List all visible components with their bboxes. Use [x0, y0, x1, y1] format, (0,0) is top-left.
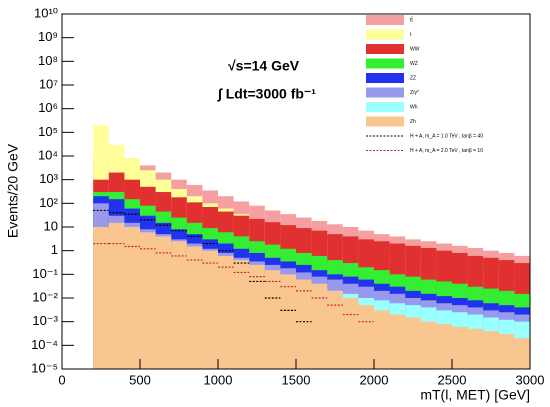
histogram-bar — [452, 326, 468, 369]
y-tick-label: 10⁷ — [39, 76, 58, 91]
histogram-bar — [202, 250, 218, 369]
y-tick-label: 10¹⁰ — [34, 5, 58, 20]
histogram-bar — [358, 305, 374, 369]
x-tick-label: 2000 — [360, 372, 389, 387]
y-tick-label: 10² — [39, 195, 58, 210]
legend-swatch — [366, 29, 404, 40]
y-tick-label: 10⁴ — [38, 147, 58, 162]
histogram-bar — [514, 338, 530, 369]
annotation: √s=14 GeV — [228, 58, 300, 74]
legend-label: tt̄ — [410, 17, 413, 24]
legend-label: Z/γ* — [410, 90, 419, 96]
x-tick-label: 1500 — [282, 372, 311, 387]
legend-swatch — [366, 116, 404, 127]
legend-swatch — [366, 102, 404, 112]
legend-swatch — [366, 15, 404, 25]
legend-label: Zh — [410, 119, 416, 125]
histogram-bar — [483, 331, 499, 369]
y-tick-label: 10⁻² — [32, 289, 58, 304]
y-tick-label: 10⁸ — [38, 53, 58, 68]
y-tick-label: 10⁻⁴ — [31, 337, 58, 352]
histogram-bar — [296, 279, 312, 369]
y-tick-label: 10⁹ — [38, 29, 58, 44]
legend-label: WZ — [410, 61, 418, 67]
x-tick-label: 3000 — [516, 372, 545, 387]
y-tick-label: 10 — [44, 218, 58, 233]
histogram-bar — [374, 310, 390, 369]
legend-swatch — [366, 44, 404, 54]
histogram-bar — [280, 274, 296, 369]
histogram-bar — [498, 334, 515, 369]
x-tick-label: 0 — [58, 372, 65, 387]
y-tick-label: 10⁵ — [38, 124, 58, 139]
y-tick-label: 10⁻¹ — [32, 266, 58, 281]
histogram-bar — [124, 227, 140, 369]
histogram-bar — [233, 260, 250, 369]
histogram-bar — [249, 264, 265, 369]
histogram-bar — [405, 317, 421, 369]
legend-swatch — [366, 58, 404, 69]
y-axis-label: Events/20 GeV — [5, 143, 21, 238]
legend-label: H + A, m_A = 2.0 TeV , tanβ = 10 — [410, 148, 483, 154]
histogram-bar — [186, 246, 203, 369]
x-tick-label: 500 — [129, 372, 151, 387]
annotation: ∫ Ldt=3000 fb⁻¹ — [217, 86, 316, 103]
histogram-bar — [171, 241, 187, 369]
histogram-bar — [311, 283, 328, 369]
legend-label: Wh — [410, 104, 418, 110]
histogram-bar — [389, 314, 406, 369]
histogram-bar — [436, 323, 452, 369]
legend-label: H + A, m_A = 1.0 TeV , tanβ = 40 — [410, 133, 483, 139]
y-tick-label: 10⁶ — [38, 100, 58, 115]
histogram-bar — [420, 321, 437, 369]
y-tick-label: 10⁻³ — [32, 313, 58, 328]
legend-label: ZZ — [410, 75, 416, 81]
histogram-bar — [327, 290, 343, 369]
histogram-bar — [93, 227, 109, 369]
histogram-bar — [264, 270, 281, 369]
y-tick-label: 10⁻⁵ — [31, 360, 58, 375]
legend-label: WW — [410, 46, 420, 52]
y-tick-label: 10³ — [39, 171, 58, 186]
legend-swatch — [366, 87, 404, 98]
y-tick-label: 1 — [51, 242, 58, 257]
histogram-bar — [140, 232, 156, 369]
x-tick-label: 1000 — [204, 372, 233, 387]
histogram-bar — [155, 236, 172, 369]
histogram-bar — [467, 328, 484, 369]
histogram-bar — [342, 298, 359, 369]
histogram-bar — [218, 255, 234, 369]
legend-label: t — [410, 32, 412, 38]
x-tick-label: 2500 — [438, 372, 467, 387]
legend-swatch — [366, 73, 404, 83]
histogram-bar — [108, 222, 125, 369]
plot-area — [93, 125, 530, 369]
x-axis-label: mT(l, MET) [GeV] — [420, 387, 530, 403]
